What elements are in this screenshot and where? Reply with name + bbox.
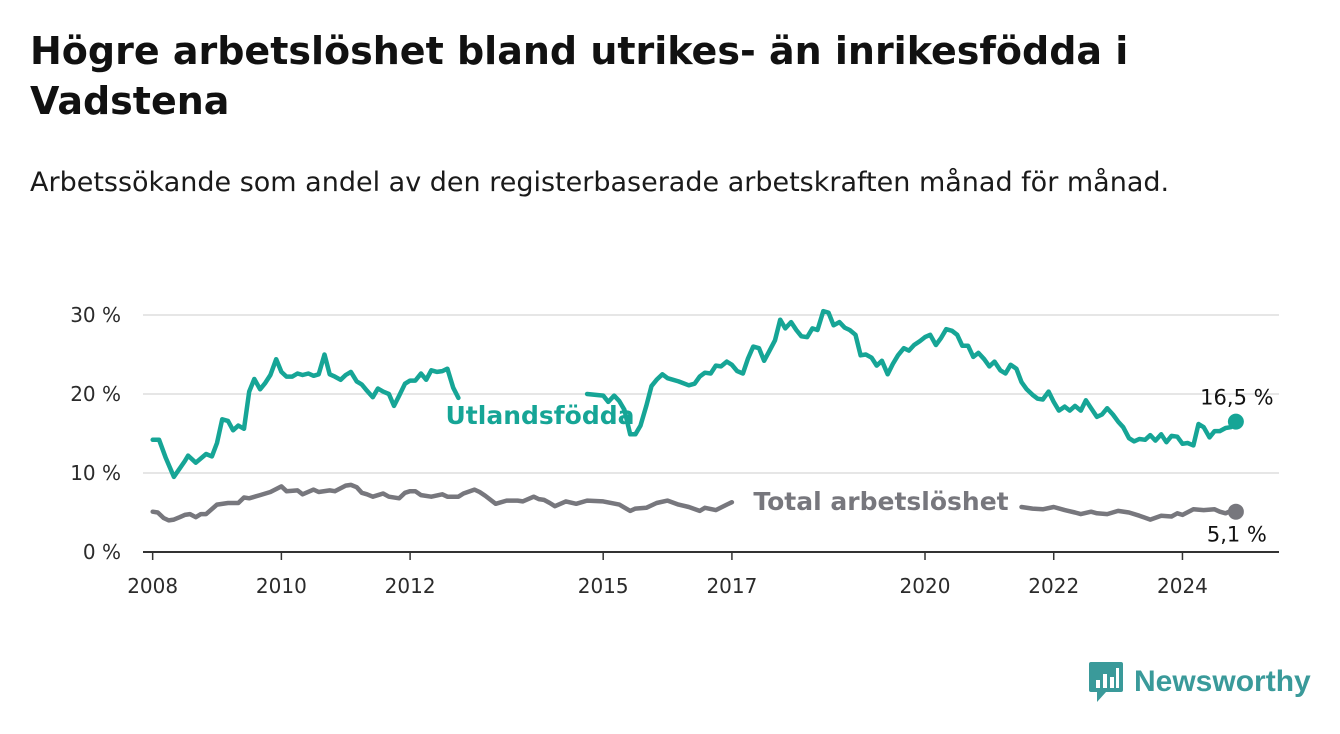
chart-subtitle: Arbetssökande som andel av den registerb… bbox=[30, 167, 1170, 198]
series-line bbox=[1019, 504, 1239, 522]
series-line bbox=[584, 308, 1239, 448]
x-tick-label: 2024 bbox=[1157, 574, 1208, 598]
series-line bbox=[150, 352, 461, 480]
y-tick-label: 20 % bbox=[70, 382, 121, 406]
y-tick-label: 10 % bbox=[70, 461, 121, 485]
x-tick-label: 2012 bbox=[385, 574, 436, 598]
chart-title: Högre arbetslöshet bland utrikes- än inr… bbox=[30, 29, 1129, 123]
series-end-marker bbox=[1227, 413, 1244, 430]
x-tick-label: 2015 bbox=[578, 574, 629, 598]
x-tick-label: 2017 bbox=[706, 574, 757, 598]
series-name-label: Total arbetslöshet bbox=[753, 487, 1008, 516]
series-end-marker bbox=[1227, 503, 1244, 520]
line-chart: 0 % 10 % 20 % 30 % 2008 2010 2012 2015 2017 2020… bbox=[70, 303, 1279, 598]
series-line bbox=[150, 482, 735, 523]
series-end-label: 5,1 % bbox=[1207, 523, 1267, 547]
y-tick-label: 0 % bbox=[83, 540, 121, 564]
x-tick-label: 2008 bbox=[127, 574, 178, 598]
x-tick-label: 2022 bbox=[1028, 574, 1079, 598]
x-axis-ticks: 2008 2010 2012 2015 2017 2020 2022 2024 bbox=[127, 551, 1279, 598]
gridlines bbox=[143, 314, 1279, 474]
newsworthy-logo-icon bbox=[1089, 662, 1123, 702]
x-tick-label: 2020 bbox=[900, 574, 951, 598]
newsworthy-logo-text: Newsworthy bbox=[1134, 665, 1311, 698]
series-lines bbox=[150, 308, 1244, 523]
series-end-label: 16,5 % bbox=[1200, 386, 1273, 410]
y-axis-ticks: 0 % 10 % 20 % 30 % bbox=[70, 303, 121, 564]
y-tick-label: 30 % bbox=[70, 303, 121, 327]
newsworthy-logo: Newsworthy bbox=[1088, 660, 1311, 704]
series-name-label: Utlandsfödda bbox=[446, 401, 635, 430]
x-tick-label: 2010 bbox=[256, 574, 307, 598]
series-labels: 16,5 % 5,1 % Utlandsfödda Total arbetslöshe… bbox=[446, 386, 1274, 547]
